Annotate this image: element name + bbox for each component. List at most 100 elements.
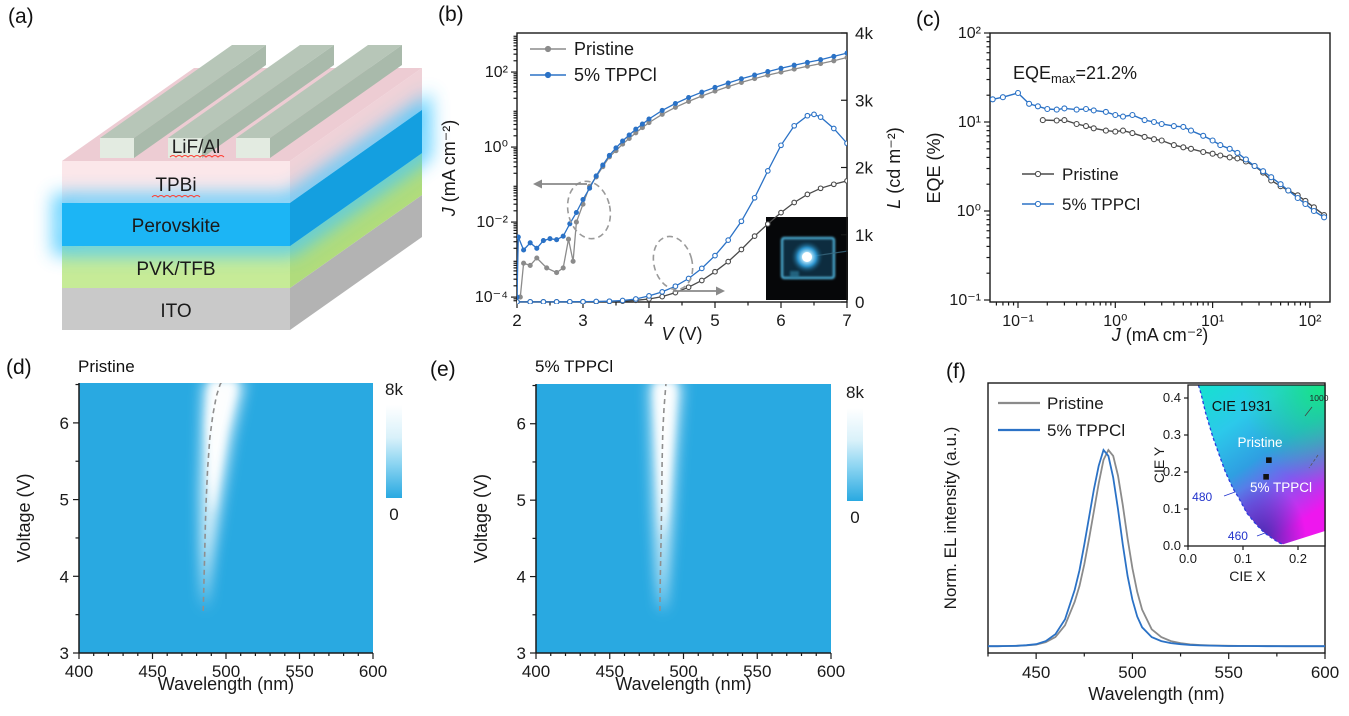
svg-text:10⁻¹: 10⁻¹ <box>949 292 981 309</box>
svg-text:5% TPPCl: 5% TPPCl <box>1047 421 1125 440</box>
svg-text:4: 4 <box>644 311 653 330</box>
colorbar: 8k 0 <box>846 383 864 527</box>
panel-label-a: (a) <box>8 5 34 28</box>
el-heatmap-pristine: 400 450 500 550 600 3 4 5 6 Wavelength (nm) Voltag… <box>14 380 403 694</box>
svg-text:Pristine: Pristine <box>574 39 634 59</box>
device-layer-front-perovskite <box>62 110 422 246</box>
svg-text:500: 500 <box>212 662 240 681</box>
legend: Pristine 5% TPPCl <box>530 39 657 85</box>
svg-text:450: 450 <box>1022 663 1050 682</box>
svg-text:0.0: 0.0 <box>1179 551 1197 566</box>
svg-text:V (V): V (V) <box>661 324 702 344</box>
svg-text:J (mA cm⁻²): J (mA cm⁻²) <box>439 120 459 218</box>
colorbar: 8k 0 <box>385 380 403 524</box>
axes: 450 500 550 600 Wavelength (nm) Norm. EL inte… <box>941 427 1339 704</box>
eqe-chart: 10⁻¹ 10⁰ 10¹ 10² 10² 10¹ 10⁰ 10⁻¹ J (mA cm⁻²) EQE… <box>924 25 1331 345</box>
jvl-chart: 2 3 4 5 6 7 10² 10⁰ 10⁻² 10⁻⁴ 4k 3k 2k 1k 0 V (V) J (mA … <box>439 24 904 344</box>
svg-text:8k: 8k <box>846 383 864 402</box>
svg-text:Pristine: Pristine <box>1047 394 1104 413</box>
svg-text:Pristine: Pristine <box>1237 435 1282 450</box>
svg-text:0.2: 0.2 <box>1163 464 1181 479</box>
svg-text:550: 550 <box>285 662 313 681</box>
svg-text:500: 500 <box>669 662 697 681</box>
svg-text:0: 0 <box>389 505 398 524</box>
svg-text:CIE 1931: CIE 1931 <box>1212 399 1272 415</box>
svg-text:450: 450 <box>596 662 624 681</box>
panel-label-c: (c) <box>916 8 941 31</box>
svg-text:3: 3 <box>60 644 69 663</box>
svg-text:4: 4 <box>517 568 526 587</box>
electrode-bar <box>168 45 334 158</box>
svg-text:5: 5 <box>710 311 719 330</box>
svg-text:3: 3 <box>578 311 587 330</box>
svg-text:5: 5 <box>517 491 526 510</box>
svg-text:LiF/Al: LiF/Al <box>172 137 221 158</box>
svg-text:10⁰: 10⁰ <box>484 139 508 156</box>
peak-trace <box>202 383 222 611</box>
svg-text:6: 6 <box>776 311 785 330</box>
svg-text:10⁰: 10⁰ <box>957 203 981 220</box>
svg-text:0.2: 0.2 <box>1289 551 1307 566</box>
svg-text:0.1: 0.1 <box>1163 501 1181 516</box>
svg-text:CIE X: CIE X <box>1229 568 1266 584</box>
device-photo-inset <box>766 217 849 300</box>
cie-axes: 0.0 0.1 0.2 0.0 0.1 0.2 0.3 0.4 CIE X CIE Y <box>1151 390 1307 584</box>
axes: 10⁻¹ 10⁰ 10¹ 10² 10² 10¹ 10⁰ 10⁻¹ J (mA cm⁻²) EQE… <box>924 25 1322 345</box>
svg-text:600: 600 <box>1311 663 1339 682</box>
axes: 2 3 4 5 6 7 10² 10⁰ 10⁻² 10⁻⁴ 4k 3k 2k 1k 0 V (V) J (mA … <box>439 24 904 344</box>
series-Pristine J <box>517 54 847 300</box>
svg-text:2k: 2k <box>855 159 873 178</box>
eqe-max-annotation: EQEmax=21.2% <box>1013 63 1137 86</box>
svg-text:ITO: ITO <box>160 301 191 322</box>
svg-text:0: 0 <box>850 508 859 527</box>
series-5% TPPCl L <box>517 111 847 304</box>
svg-text:0.1: 0.1 <box>1234 551 1252 566</box>
svg-text:3: 3 <box>517 644 526 663</box>
svg-text:0.0: 0.0 <box>1163 538 1181 553</box>
device-labels: LiF/Al TPBi Perovskite PVK/TFB ITO <box>132 137 225 322</box>
svg-text:EQE (%): EQE (%) <box>924 132 944 203</box>
svg-text:3k: 3k <box>855 91 873 110</box>
svg-text:4: 4 <box>60 567 69 586</box>
svg-text:5% TPPCl: 5% TPPCl <box>574 65 657 85</box>
panel-label-d: (d) <box>6 356 32 379</box>
svg-text:Pristine: Pristine <box>1062 165 1119 184</box>
svg-text:Wavelength (nm): Wavelength (nm) <box>158 674 294 694</box>
device-top-face <box>62 45 422 161</box>
spectral-locus <box>1197 385 1284 545</box>
svg-text:Voltage (V): Voltage (V) <box>471 474 491 563</box>
svg-text:7: 7 <box>842 311 851 330</box>
svg-text:10²: 10² <box>958 25 982 42</box>
svg-text:5% TPPCl: 5% TPPCl <box>1062 195 1140 214</box>
svg-text:400: 400 <box>522 662 550 681</box>
el-spectra-chart: 450 500 550 600 Wavelength (nm) Norm. EL inte… <box>941 382 1339 704</box>
device-layer-ITO <box>62 195 422 330</box>
svg-text:600: 600 <box>359 662 387 681</box>
svg-text:500: 500 <box>1118 663 1146 682</box>
svg-text:6: 6 <box>517 415 526 434</box>
svg-text:0.3: 0.3 <box>1163 427 1181 442</box>
svg-text:L (cd m⁻²): L (cd m⁻²) <box>884 127 904 209</box>
svg-text:6: 6 <box>60 414 69 433</box>
svg-text:CIE Y: CIE Y <box>1151 446 1167 483</box>
device-structure-diagram: LiF/Al TPBi Perovskite PVK/TFB ITO <box>53 45 431 330</box>
heatmap-title-tppcl: 5% TPPCl <box>535 357 614 376</box>
electrode-bar <box>100 45 266 158</box>
svg-text:550: 550 <box>743 662 771 681</box>
panel-label-f: (f) <box>946 360 966 383</box>
svg-text:10⁻¹: 10⁻¹ <box>1002 313 1034 330</box>
svg-text:4k: 4k <box>855 24 873 43</box>
svg-text:10⁻²: 10⁻² <box>476 214 508 231</box>
svg-text:0: 0 <box>855 293 864 312</box>
svg-text:TPBi: TPBi <box>155 175 196 196</box>
heatmap-area <box>79 383 373 653</box>
legend: Pristine 5% TPPCl <box>998 394 1125 440</box>
svg-text:600: 600 <box>817 662 845 681</box>
axes: 400 450 500 550 600 3 4 5 6 Wavelength (nm) Voltag… <box>471 384 845 694</box>
cie-inset: 0.0 0.1 0.2 0.0 0.1 0.2 0.3 0.4 CIE X CIE Y CIE 19… <box>1151 384 1329 584</box>
panel-label-b: (b) <box>438 3 464 26</box>
svg-text:460: 460 <box>1228 529 1248 543</box>
svg-text:480: 480 <box>1192 490 1212 504</box>
svg-text:5% TPPCl: 5% TPPCl <box>1250 480 1312 495</box>
cie-point-Pristine <box>1266 457 1272 463</box>
